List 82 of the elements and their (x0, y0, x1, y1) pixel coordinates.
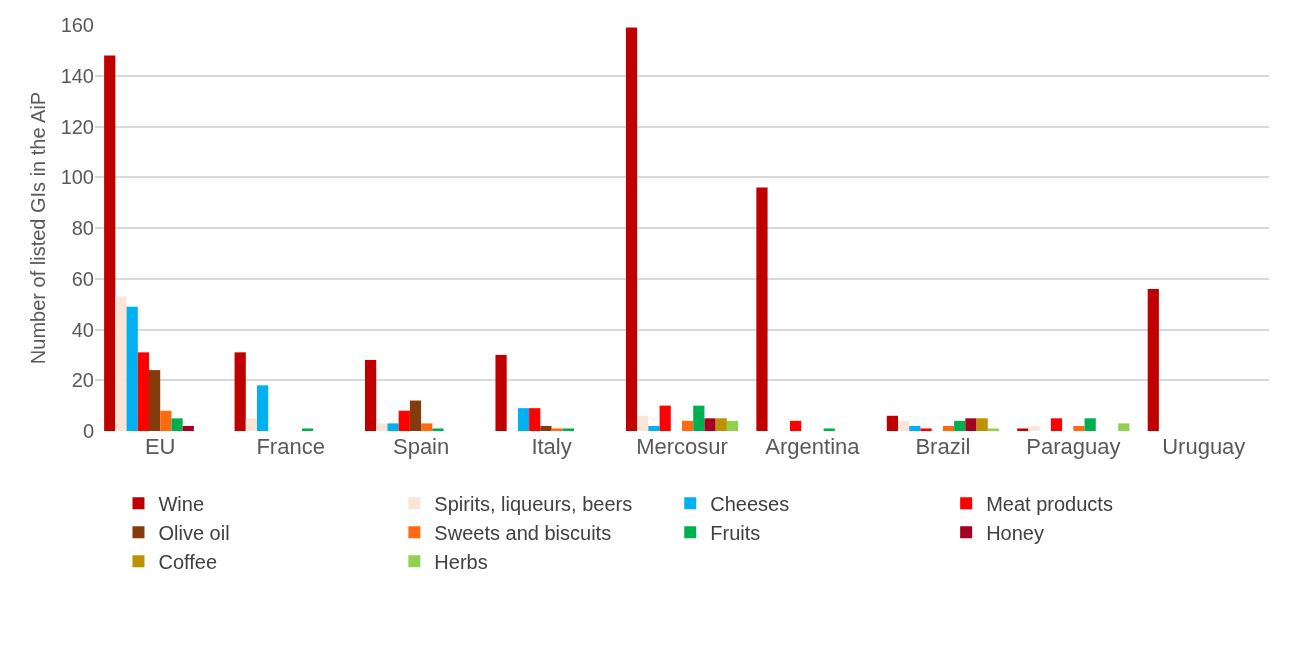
bar (245, 418, 258, 431)
y-tick-label: 80 (71, 217, 94, 239)
bar (529, 408, 541, 431)
bar (398, 410, 410, 431)
bar (659, 405, 671, 431)
bar (715, 418, 727, 431)
legend-label: Cheeses (710, 493, 790, 516)
x-tick-label: Paraguay (1026, 434, 1121, 459)
legend-label: Olive oil (158, 522, 230, 545)
bar (1147, 288, 1159, 431)
bar (171, 418, 183, 431)
bar (920, 428, 932, 431)
bar (387, 423, 399, 431)
bar (160, 410, 172, 431)
bar (693, 405, 705, 431)
legend-label: Honey (986, 522, 1044, 545)
bar (726, 420, 739, 431)
y-axis-title: Number of listed GIs in the AiP (27, 91, 49, 365)
bar (1017, 428, 1029, 431)
bar (756, 187, 768, 431)
y-tick-label: 120 (60, 115, 94, 138)
x-tick-label: Italy (531, 434, 572, 459)
x-tick-label: France (256, 434, 325, 459)
legend-label: Sweets and biscuits (434, 522, 612, 545)
bar (409, 400, 422, 431)
bar (625, 27, 638, 431)
legend-label: Herbs (434, 551, 488, 574)
bar (909, 425, 921, 431)
bar (1028, 425, 1040, 431)
legend-label: Spirits, liqueurs, beers (434, 493, 633, 516)
x-tick-label: Uruguay (1162, 434, 1246, 459)
legend-label: Coffee (158, 551, 218, 574)
bar (823, 428, 835, 431)
y-tick-label: 140 (60, 64, 94, 87)
bar (898, 420, 910, 431)
bar (1084, 418, 1096, 431)
y-tick-label: 20 (71, 369, 94, 392)
bar (1073, 425, 1085, 431)
bar (790, 420, 802, 431)
bar (421, 423, 433, 431)
bar (149, 370, 161, 431)
x-tick-label: Spain (392, 434, 450, 459)
bar (301, 428, 314, 431)
y-tick-label: 100 (60, 166, 94, 189)
bar (704, 418, 716, 431)
bar (1050, 418, 1063, 431)
legend-label: Wine (158, 493, 205, 516)
bar (551, 428, 563, 431)
bar (682, 420, 694, 431)
bar (954, 420, 966, 431)
bar (257, 385, 269, 431)
y-tick-label: 60 (71, 267, 94, 290)
bar (495, 354, 507, 431)
x-tick-label: EU (144, 434, 176, 459)
bar (562, 428, 574, 431)
y-tick-label: 160 (60, 14, 94, 36)
bar (104, 55, 116, 431)
bar (182, 425, 194, 431)
bar (976, 418, 988, 431)
bar (376, 423, 388, 431)
x-tick-label: Argentina (765, 434, 861, 459)
bar (942, 425, 955, 431)
legend-label: Fruits (710, 522, 761, 545)
bar (648, 425, 660, 431)
legend-label: Meat products (986, 493, 1113, 516)
x-tick-label: Brazil (915, 434, 971, 459)
bar (115, 296, 127, 431)
bar (637, 415, 649, 431)
y-tick-label: 40 (71, 318, 94, 341)
bar (365, 359, 377, 431)
x-tick-label: Mercosur (636, 434, 728, 459)
bar (540, 425, 552, 431)
bar (886, 415, 899, 431)
bar (126, 306, 138, 431)
bar (987, 428, 999, 431)
bar (137, 352, 149, 431)
bar (965, 418, 977, 431)
y-tick-label: 0 (82, 420, 94, 442)
bar (234, 352, 246, 431)
bar (432, 428, 444, 431)
bar (1118, 423, 1130, 431)
bar (517, 408, 530, 431)
